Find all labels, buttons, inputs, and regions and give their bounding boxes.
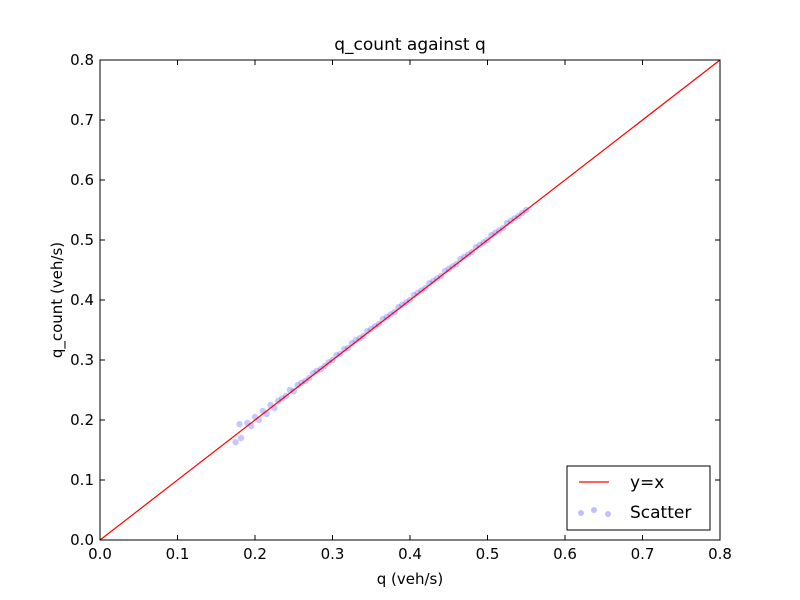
y-tick-label: 0.4	[70, 291, 94, 309]
scatter-point	[445, 265, 452, 272]
x-tick-label: 0.7	[631, 545, 655, 563]
x-tick-label: 0.4	[398, 545, 422, 563]
scatter-point	[352, 337, 359, 344]
x-tick-label: 0.0	[88, 545, 112, 563]
scatter-point	[426, 280, 433, 287]
scatter-point	[275, 397, 282, 404]
scatter-point	[395, 304, 402, 311]
chart-title: q_count against q	[334, 35, 486, 55]
y-tick-label: 0.1	[70, 471, 94, 489]
x-tick-label: 0.6	[553, 545, 577, 563]
scatter-point	[255, 416, 263, 424]
scatter-point	[294, 382, 301, 389]
scatter-point	[472, 244, 480, 251]
legend-scatter-swatch-1	[578, 510, 584, 516]
scatter-point	[333, 352, 340, 359]
legend-scatter-swatch-3	[605, 511, 611, 517]
y-tick-label: 0.5	[70, 231, 94, 249]
legend-scatter-swatch-2	[591, 507, 597, 513]
x-tick-label: 0.3	[321, 545, 345, 563]
y-tick-label: 0.0	[70, 531, 94, 549]
scatter-point	[441, 268, 449, 275]
scatter-point	[492, 229, 499, 236]
scatter-point	[476, 241, 483, 248]
scatter-point	[237, 434, 245, 442]
scatter-point	[488, 232, 495, 239]
scatter-point	[414, 289, 421, 296]
legend: y=x Scatter	[566, 465, 711, 531]
y-tick-label: 0.7	[70, 111, 94, 129]
scatter-point	[313, 367, 321, 374]
x-tick-label: 0.2	[243, 545, 267, 563]
scatter-point	[263, 410, 270, 418]
scatter-point	[232, 439, 239, 446]
legend-box	[566, 465, 711, 531]
reference-line-y-equals-x	[99, 59, 721, 541]
y-tick-label: 0.2	[70, 411, 94, 429]
scatter-point	[309, 370, 317, 377]
scatter-point	[503, 220, 511, 227]
scatter-point	[271, 404, 278, 412]
scatter-point	[457, 256, 464, 263]
scatter-point	[461, 253, 468, 260]
scatter-point	[340, 346, 348, 353]
scatter-point	[247, 422, 255, 430]
scatter-point	[298, 379, 305, 386]
y-tick-label: 0.3	[70, 351, 94, 369]
x-tick-label: 0.5	[476, 545, 500, 563]
plot-area	[99, 59, 721, 541]
y-tick-label: 0.6	[70, 171, 94, 189]
scatter-point	[507, 217, 514, 224]
legend-label-scatter: Scatter	[630, 503, 691, 523]
x-axis-label: q (veh/s)	[377, 570, 443, 588]
scatter-point	[236, 421, 243, 428]
scatter-point	[364, 328, 371, 335]
axis-ticks: 0.0 0.1 0.2 0.3 0.4 0.5 0.6 0.7 0.8 0.0 0.1 0.2 0.3 0…	[70, 51, 732, 563]
scatter-point	[383, 313, 390, 320]
scatter-point	[348, 340, 356, 347]
x-tick-label: 0.8	[708, 545, 732, 563]
scatter-point	[368, 325, 375, 332]
scatter-point	[399, 301, 406, 308]
y-tick-label: 0.8	[70, 51, 94, 69]
scatter-point	[430, 277, 437, 284]
legend-label-line: y=x	[630, 473, 664, 493]
scatter-point	[379, 316, 387, 323]
scatter-point	[410, 292, 418, 299]
scatter-point	[290, 388, 297, 395]
y-axis-label: q_count (veh/s)	[48, 242, 67, 358]
x-tick-label: 0.1	[166, 545, 190, 563]
